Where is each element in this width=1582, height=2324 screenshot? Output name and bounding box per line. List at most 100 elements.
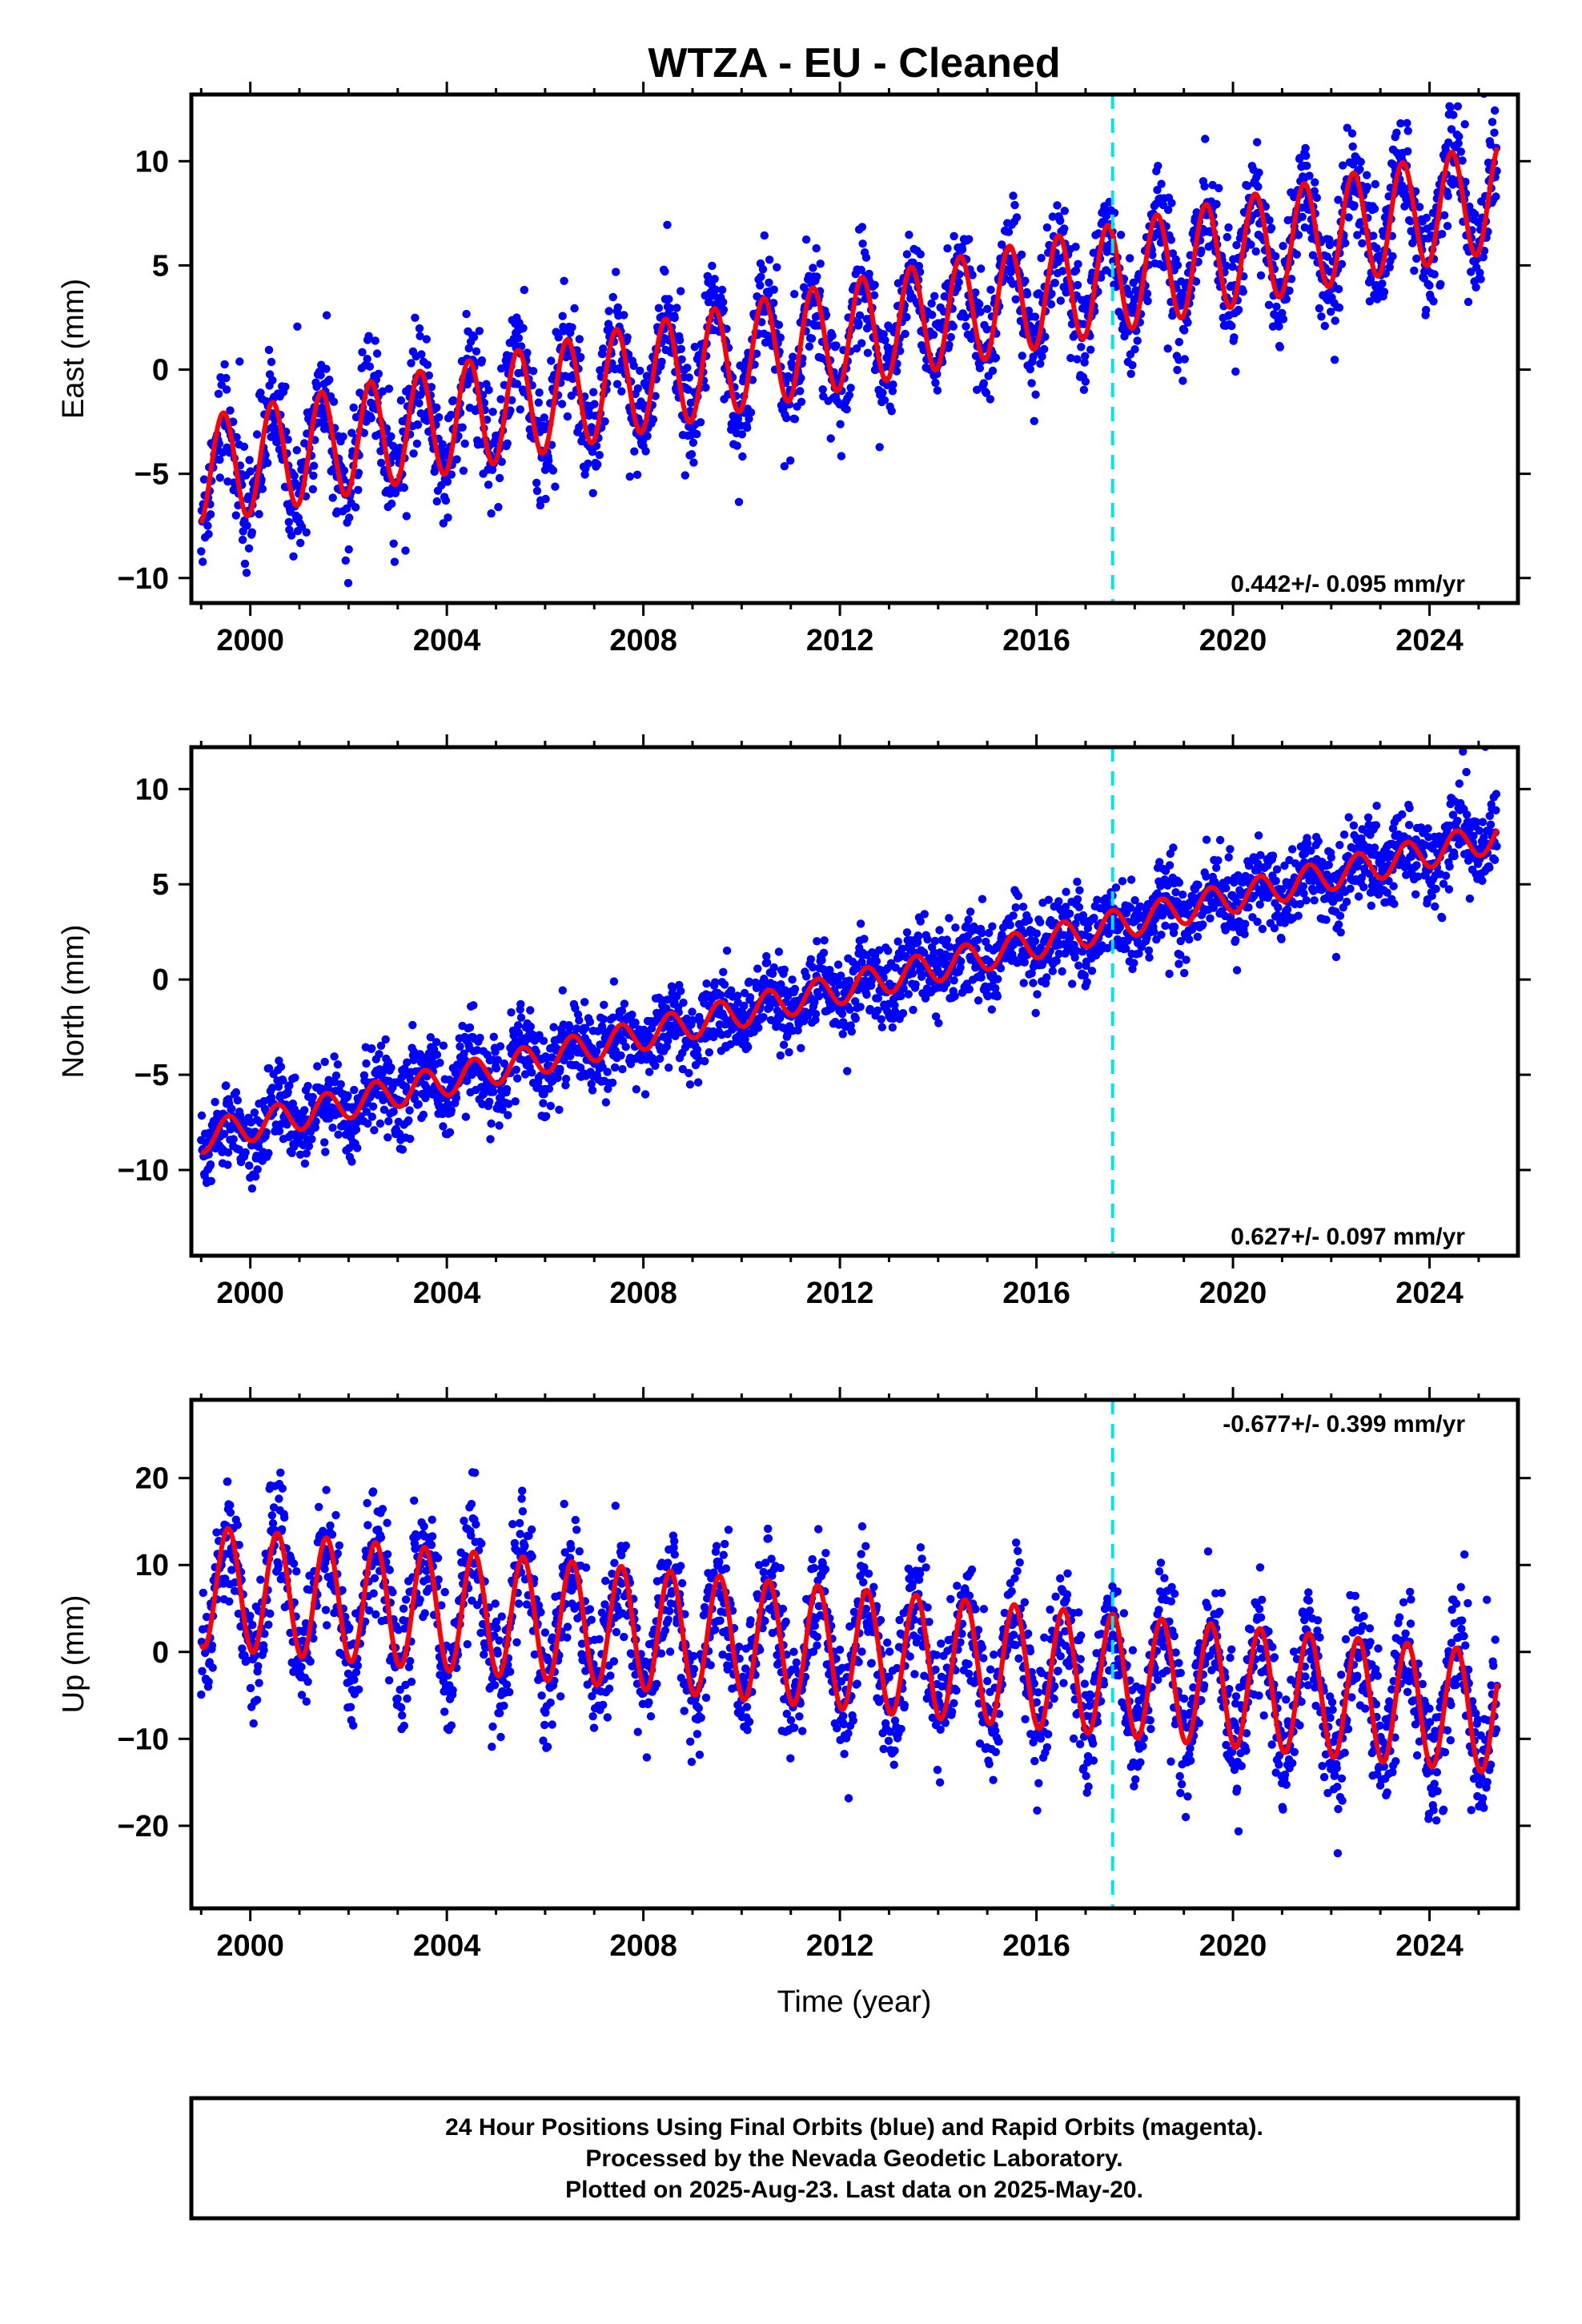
- data-point: [1314, 837, 1323, 846]
- data-point: [339, 466, 349, 475]
- data-point: [1315, 304, 1324, 313]
- data-point: [1080, 358, 1089, 367]
- data-point: [809, 263, 817, 272]
- data-point: [1363, 171, 1371, 179]
- data-point: [414, 1100, 423, 1109]
- data-point: [1174, 879, 1184, 887]
- data-point: [528, 1068, 536, 1077]
- data-point: [439, 519, 448, 528]
- data-point: [745, 993, 755, 1002]
- data-point: [1068, 979, 1077, 988]
- data-point: [802, 972, 811, 981]
- data-point: [950, 976, 958, 985]
- data-point: [408, 1020, 417, 1030]
- data-point: [1490, 106, 1500, 115]
- data-point: [865, 1004, 875, 1014]
- data-point: [304, 1142, 314, 1151]
- data-point: [227, 1104, 236, 1113]
- data-point: [462, 309, 471, 319]
- data-point: [1010, 200, 1019, 210]
- data-point: [333, 1060, 343, 1069]
- data-point: [497, 457, 506, 466]
- data-point: [911, 980, 920, 989]
- y-tick-label: 0: [152, 354, 169, 388]
- y-tick-label: −10: [118, 562, 169, 596]
- data-point: [1330, 356, 1339, 364]
- data-point: [1071, 243, 1080, 251]
- data-point: [567, 391, 576, 400]
- data-point: [1334, 920, 1343, 929]
- data-point: [1275, 343, 1285, 352]
- data-point: [1030, 937, 1040, 946]
- data-point: [742, 424, 752, 432]
- data-point: [276, 1062, 286, 1072]
- data-point: [608, 292, 617, 302]
- data-point: [322, 364, 331, 373]
- data-point: [494, 503, 503, 512]
- data-point: [563, 412, 572, 421]
- data-point: [888, 387, 897, 396]
- data-point: [387, 499, 396, 509]
- data-point: [235, 357, 244, 366]
- data-point: [1226, 845, 1235, 854]
- data-point: [1456, 147, 1466, 156]
- data-point: [943, 244, 952, 253]
- data-point: [644, 1068, 654, 1076]
- data-point: [975, 300, 984, 308]
- data-point: [760, 231, 769, 240]
- data-point: [769, 963, 778, 972]
- data-point: [256, 388, 265, 397]
- data-point: [852, 344, 861, 353]
- data-point: [424, 371, 433, 380]
- data-point: [539, 1099, 548, 1108]
- data-point: [296, 538, 305, 548]
- data-point: [1488, 118, 1497, 127]
- east-panel: 2000 2004 2008 2012 2016 2020 2024−10−50510Eas…: [57, 82, 1531, 657]
- data-point: [1449, 111, 1458, 119]
- data-point: [746, 408, 756, 417]
- data-point: [1130, 304, 1138, 313]
- data-point: [1047, 289, 1056, 298]
- data-point: [1174, 337, 1184, 347]
- data-point: [484, 385, 493, 395]
- data-point: [636, 366, 644, 376]
- data-point: [503, 439, 512, 448]
- data-point: [233, 1096, 242, 1105]
- data-point: [820, 936, 829, 945]
- data-point: [321, 1148, 330, 1156]
- data-point: [402, 512, 411, 521]
- data-point: [378, 387, 387, 396]
- data-point: [620, 311, 628, 320]
- data-point: [1258, 924, 1267, 934]
- data-point: [584, 411, 593, 420]
- data-point: [1224, 223, 1233, 232]
- data-point: [1021, 276, 1030, 285]
- data-point: [897, 991, 905, 1001]
- data-point: [514, 334, 524, 343]
- data-point: [845, 1005, 854, 1015]
- data-point: [374, 369, 383, 378]
- data-point: [512, 380, 522, 388]
- data-point: [1271, 876, 1280, 886]
- data-point: [599, 1015, 608, 1023]
- data-point: [290, 471, 299, 480]
- data-point: [780, 965, 789, 975]
- data-point: [576, 352, 585, 361]
- data-point: [909, 258, 917, 267]
- data-point: [1082, 978, 1091, 987]
- data-point: [908, 969, 917, 978]
- data-point: [247, 1184, 257, 1193]
- data-point: [452, 455, 461, 464]
- data-point: [633, 384, 642, 393]
- data-point: [1074, 903, 1084, 912]
- data-point: [1439, 211, 1449, 219]
- data-point: [1019, 979, 1028, 987]
- data-point: [437, 480, 446, 490]
- data-point: [496, 395, 505, 404]
- data-point: [683, 364, 692, 372]
- data-point: [745, 414, 753, 424]
- data-point: [896, 347, 905, 356]
- data-point: [1079, 385, 1089, 394]
- data-point: [339, 432, 347, 441]
- data-point: [325, 376, 334, 384]
